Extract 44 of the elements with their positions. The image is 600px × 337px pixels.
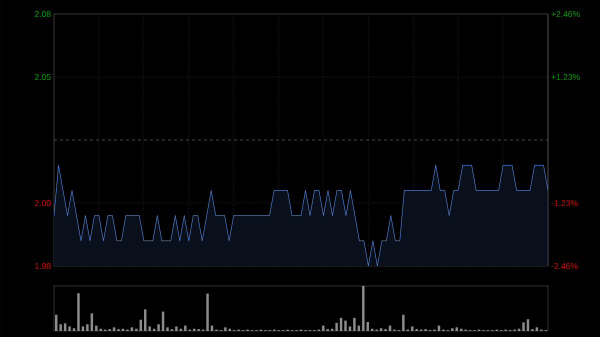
bar — [411, 326, 414, 331]
bar — [526, 319, 530, 331]
bar — [68, 326, 71, 331]
bar — [536, 327, 538, 331]
bar — [86, 324, 89, 331]
bar — [362, 286, 365, 331]
bar — [353, 318, 356, 331]
y-tick-label: 1.98 — [35, 262, 51, 269]
bar — [438, 326, 440, 331]
bar — [206, 294, 209, 331]
bar — [162, 312, 164, 331]
bar — [402, 314, 405, 331]
bar — [130, 327, 134, 331]
bar — [335, 322, 338, 331]
bar — [112, 327, 116, 331]
bar — [366, 322, 369, 331]
bar — [348, 326, 352, 331]
y-tick-label: 2.08 — [34, 10, 51, 17]
bar — [224, 327, 227, 331]
bar — [184, 326, 187, 331]
bar — [157, 324, 160, 331]
y2-tick-label: -1.23% — [551, 200, 578, 206]
y-tick-label: 2.05 — [34, 74, 51, 80]
bar — [175, 326, 178, 331]
bar — [144, 309, 146, 331]
bar — [95, 326, 98, 331]
y2-tick-label: +2.46% — [551, 10, 580, 17]
bar — [358, 326, 360, 331]
bar — [140, 320, 142, 331]
bar — [340, 318, 342, 331]
bar — [322, 326, 324, 331]
bar — [380, 328, 382, 331]
y2-tick-label: -2.46% — [551, 262, 578, 269]
bar — [64, 323, 66, 331]
bar — [456, 327, 458, 331]
bar — [148, 326, 151, 331]
y-tick-label: 2.00 — [34, 200, 51, 206]
y2-tick-label: +1.23% — [551, 74, 580, 80]
bar — [59, 324, 62, 331]
bar — [90, 313, 94, 331]
bar — [72, 328, 76, 331]
bar — [82, 326, 84, 331]
bar — [55, 314, 58, 331]
bar — [451, 328, 454, 331]
